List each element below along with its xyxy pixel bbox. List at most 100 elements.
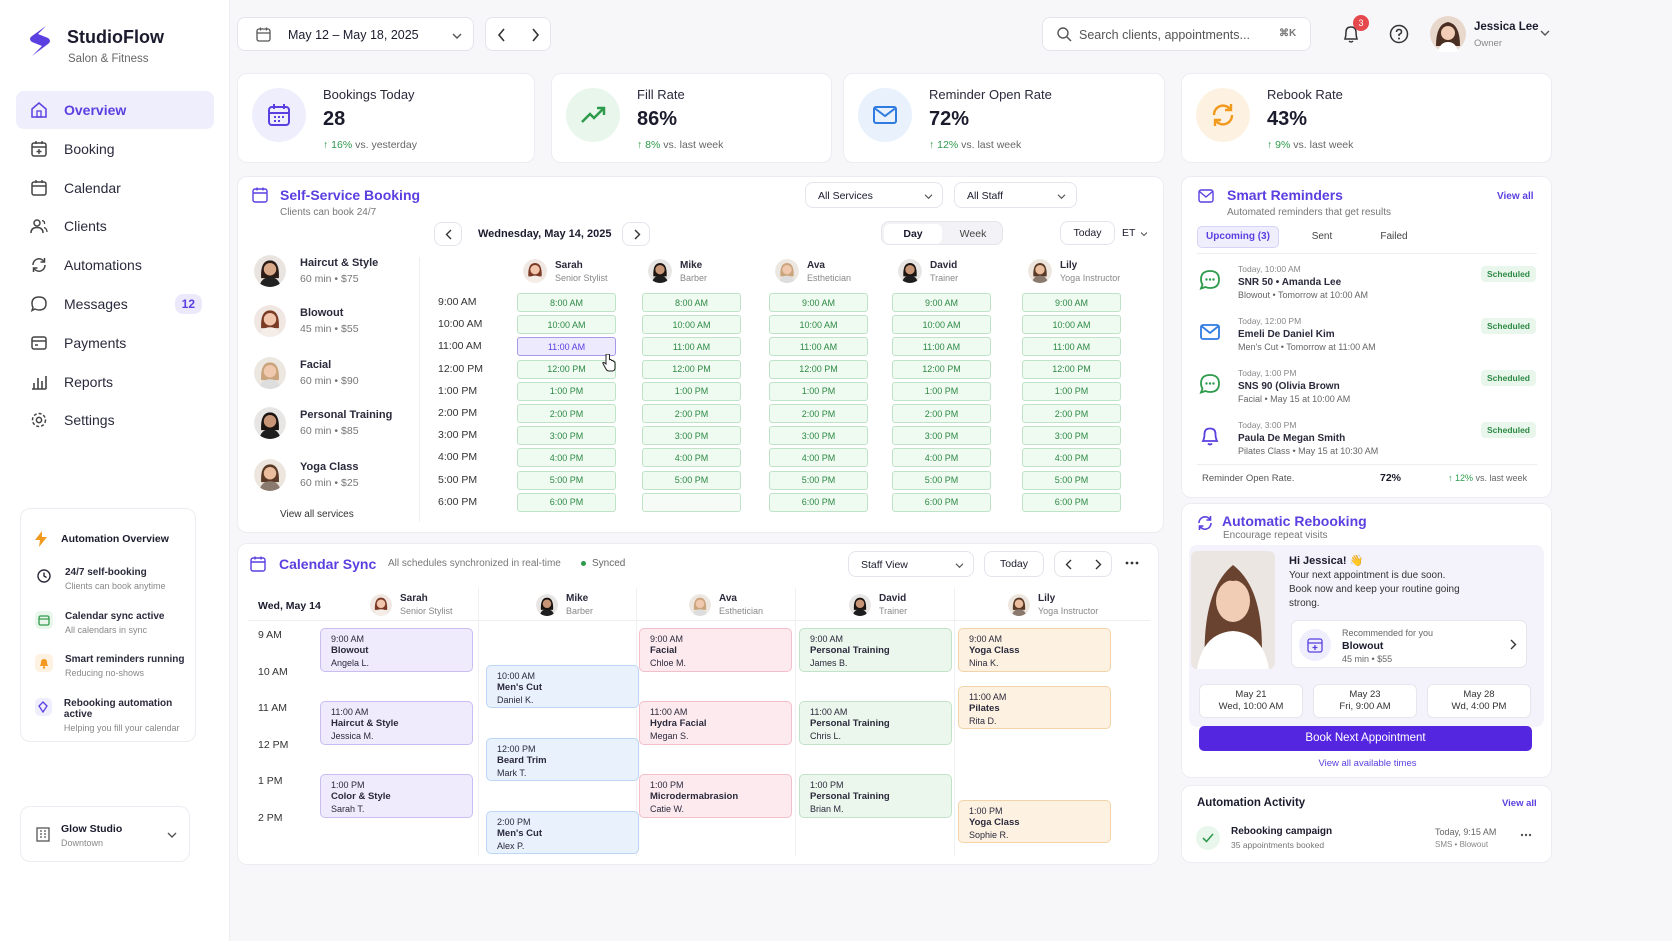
- time-slot[interactable]: 10:00 AM: [892, 315, 991, 335]
- calendar-event[interactable]: 9:00 AM Yoga Class Nina K.: [958, 628, 1111, 672]
- date-chip[interactable]: May 21 Wed, 10:00 AM: [1199, 684, 1303, 718]
- time-slot[interactable]: 5:00 PM: [517, 470, 616, 490]
- time-slot[interactable]: 10:00 AM: [769, 315, 868, 335]
- time-slot[interactable]: 3:00 PM: [892, 426, 991, 446]
- time-slot[interactable]: 3:00 PM: [1022, 426, 1121, 446]
- user-avatar[interactable]: [1430, 16, 1466, 52]
- activity-view-all-link[interactable]: View all: [1502, 798, 1537, 809]
- time-slot[interactable]: 11:00 AM: [892, 337, 991, 357]
- calendar-today-button[interactable]: Today: [984, 551, 1044, 577]
- view-week-button[interactable]: Week: [959, 228, 987, 240]
- time-slot[interactable]: 10:00 AM: [1022, 315, 1121, 335]
- time-slot[interactable]: 5:00 PM: [642, 470, 741, 490]
- time-slot[interactable]: 1:00 PM: [1022, 381, 1121, 401]
- time-slot[interactable]: 11:00 AM: [1022, 337, 1121, 357]
- time-slot[interactable]: 10:00 AM: [517, 315, 616, 335]
- calendar-event[interactable]: 11:00 AM Personal Training Chris L.: [799, 701, 952, 745]
- help-button[interactable]: [1389, 24, 1409, 44]
- search-input[interactable]: Search clients, appointments...: [1079, 28, 1250, 42]
- time-slot[interactable]: 5:00 PM: [1022, 470, 1121, 490]
- next-day-button[interactable]: [622, 222, 650, 246]
- staff-view-select[interactable]: Staff View: [848, 551, 974, 577]
- time-slot[interactable]: 6:00 PM: [769, 492, 868, 512]
- time-slot[interactable]: 1:00 PM: [517, 381, 616, 401]
- time-slot[interactable]: 1:00 PM: [642, 381, 741, 401]
- time-slot[interactable]: 9:00 AM: [892, 293, 991, 312]
- time-slot[interactable]: 2:00 PM: [642, 404, 741, 423]
- sidebar-item-reports[interactable]: Reports: [16, 363, 214, 401]
- time-slot[interactable]: 12:00 PM: [769, 359, 868, 379]
- reminder-item[interactable]: Today, 10:00 AM SNR 50 • Amanda Lee Blow…: [1198, 260, 1538, 312]
- time-slot[interactable]: 3:00 PM: [517, 426, 616, 446]
- tab-upcoming[interactable]: Upcoming (3): [1197, 226, 1279, 248]
- sidebar-item-messages[interactable]: Messages 12: [16, 285, 214, 323]
- view-day-button[interactable]: Day: [884, 224, 942, 244]
- time-slot[interactable]: 4:00 PM: [892, 448, 991, 468]
- services-filter[interactable]: All Services: [805, 182, 943, 208]
- time-slot[interactable]: 6:00 PM: [1022, 492, 1121, 512]
- reminder-item[interactable]: Today, 12:00 PM Emeli De Daniel Kim Men'…: [1198, 312, 1538, 364]
- time-slot[interactable]: 6:00 PM: [892, 492, 991, 512]
- reminder-item[interactable]: Today, 3:00 PM Paula De Megan Smith Pila…: [1198, 416, 1538, 468]
- sidebar-item-booking[interactable]: Booking: [16, 130, 214, 168]
- search-box[interactable]: Search clients, appointments... ⌘K: [1042, 17, 1311, 51]
- time-slot[interactable]: 5:00 PM: [769, 470, 868, 490]
- time-slot[interactable]: 11:00 AM: [769, 337, 868, 357]
- studio-switcher[interactable]: Glow Studio Downtown: [20, 806, 190, 862]
- time-slot[interactable]: 8:00 AM: [642, 293, 741, 312]
- time-slot[interactable]: 9:00 AM: [769, 293, 868, 312]
- sidebar-item-calendar[interactable]: Calendar: [16, 169, 214, 207]
- time-slot[interactable]: 4:00 PM: [517, 448, 616, 468]
- time-slot[interactable]: 12:00 PM: [517, 359, 616, 379]
- service-item[interactable]: Personal Training 60 min • $85: [254, 407, 392, 439]
- time-slot[interactable]: 2:00 PM: [1022, 404, 1121, 423]
- time-slot[interactable]: 12:00 PM: [642, 359, 741, 379]
- time-slot[interactable]: 12:00 PM: [892, 359, 991, 379]
- sidebar-item-overview[interactable]: Overview: [16, 91, 214, 129]
- time-slot[interactable]: 9:00 AM: [1022, 293, 1121, 312]
- prev-day-button[interactable]: [434, 222, 462, 246]
- tab-failed[interactable]: Failed: [1380, 231, 1408, 242]
- calendar-event[interactable]: 11:00 AM Haircut & Style Jessica M.: [320, 701, 473, 745]
- prev-button[interactable]: [1065, 559, 1072, 570]
- service-item[interactable]: Haircut & Style 60 min • $75: [254, 255, 378, 287]
- time-slot[interactable]: 4:00 PM: [769, 448, 868, 468]
- calendar-event[interactable]: 9:00 AM Blowout Angela L.: [320, 628, 473, 672]
- prev-week-button[interactable]: [497, 28, 507, 42]
- time-slot[interactable]: 2:00 PM: [517, 404, 616, 423]
- time-slot[interactable]: 4:00 PM: [642, 448, 741, 468]
- calendar-event[interactable]: 1:00 PM Microdermabrasion Catie W.: [639, 774, 792, 818]
- sidebar-item-settings[interactable]: Settings: [16, 401, 214, 439]
- more-options-icon[interactable]: [1520, 833, 1532, 837]
- time-slot[interactable]: 4:00 PM: [1022, 448, 1121, 468]
- time-slot[interactable]: [642, 492, 741, 512]
- reminders-view-all-link[interactable]: View all: [1497, 191, 1534, 202]
- time-slot[interactable]: 10:00 AM: [642, 315, 741, 335]
- time-slot[interactable]: 2:00 PM: [769, 404, 868, 423]
- notifications-button[interactable]: 3: [1341, 15, 1369, 44]
- more-options-icon[interactable]: [1125, 556, 1139, 570]
- time-slot[interactable]: 2:00 PM: [892, 404, 991, 423]
- next-week-button[interactable]: [530, 28, 540, 42]
- calendar-event[interactable]: 11:00 AM Hydra Facial Megan S.: [639, 701, 792, 745]
- sidebar-item-clients[interactable]: Clients: [16, 207, 214, 245]
- tab-sent[interactable]: Sent: [1311, 231, 1333, 242]
- time-slot[interactable]: 1:00 PM: [892, 381, 991, 401]
- time-slot[interactable]: 11:00 AM: [642, 337, 741, 357]
- timezone-select[interactable]: ET: [1118, 221, 1151, 245]
- calendar-event[interactable]: 9:00 AM Facial Chloe M.: [639, 628, 792, 672]
- calendar-event[interactable]: 2:00 PM Men's Cut Alex P.: [486, 810, 639, 854]
- time-slot[interactable]: 8:00 AM: [517, 293, 616, 312]
- view-all-services-link[interactable]: View all services: [280, 509, 354, 520]
- today-button[interactable]: Today: [1060, 221, 1115, 245]
- calendar-event[interactable]: 9:00 AM Personal Training James B.: [799, 628, 952, 672]
- reminder-item[interactable]: Today, 1:00 PM SNS 90 (Olivia Brown Faci…: [1198, 364, 1538, 416]
- staff-filter[interactable]: All Staff: [954, 182, 1077, 208]
- book-next-appointment-button[interactable]: Book Next Appointment: [1199, 726, 1532, 751]
- view-all-times-link[interactable]: View all available times: [1318, 758, 1417, 769]
- calendar-event[interactable]: 12:00 PM Beard Trim Mark T.: [486, 737, 639, 781]
- date-chip[interactable]: May 23 Fri, 9:00 AM: [1313, 684, 1417, 718]
- chevron-down-icon[interactable]: [1540, 29, 1550, 37]
- time-slot[interactable]: 1:00 PM: [769, 381, 868, 401]
- time-slot[interactable]: 3:00 PM: [642, 426, 741, 446]
